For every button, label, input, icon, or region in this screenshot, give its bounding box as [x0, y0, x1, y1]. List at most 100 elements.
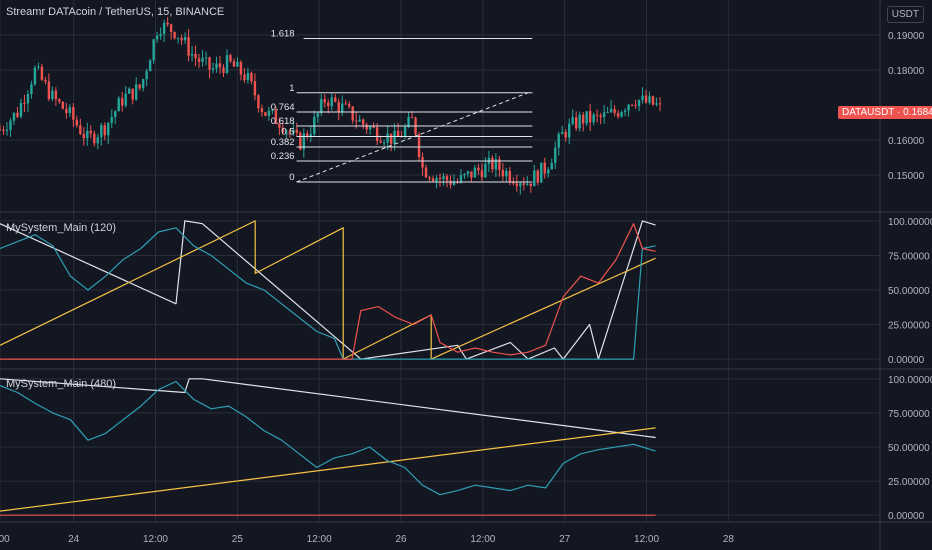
candle-body [141, 79, 145, 89]
x-tick-label: 26 [395, 534, 407, 545]
candle-body [96, 137, 99, 144]
last-price-tag: DATAUSDT · 0.16843 [838, 106, 932, 119]
candle-body [320, 99, 323, 114]
candle-body [581, 114, 585, 124]
candle-body [100, 125, 103, 138]
candle-body [323, 99, 326, 103]
y-tick-label: 0.00000 [888, 355, 925, 366]
candle-body [609, 108, 613, 113]
x-tick-label: 12:00 [143, 534, 168, 545]
candle-body [176, 37, 180, 39]
candle-body [274, 109, 278, 124]
candle-body [382, 142, 386, 144]
candle-body [54, 90, 58, 100]
candle-body [334, 97, 337, 102]
candle-body [627, 104, 630, 111]
candle-body [79, 125, 82, 134]
candle-body [309, 134, 312, 137]
candle-body [480, 170, 484, 178]
y-tick-label: 75.00000 [888, 409, 930, 420]
currency-button[interactable]: USDT [886, 6, 924, 23]
candle-body [292, 129, 295, 133]
y-tick-label: 50.00000 [888, 286, 930, 297]
x-tick-label: 24 [68, 534, 80, 545]
candle-body [403, 126, 407, 137]
candle-body [246, 72, 250, 81]
candle-body [379, 140, 382, 143]
candle-body [253, 81, 257, 96]
candle-body [117, 98, 120, 112]
candle-body [351, 106, 354, 121]
y-tick-label: 25.00000 [888, 477, 930, 488]
y-tick-label: 0.00000 [888, 511, 925, 522]
candle-body [327, 102, 330, 107]
fib-level-label: 0 [289, 172, 294, 183]
candle-body [37, 66, 40, 68]
candle-body [470, 171, 473, 178]
indicator-series-line [0, 220, 656, 360]
candle-body [435, 177, 438, 182]
candle-body [452, 181, 456, 185]
candle-body [526, 183, 529, 185]
candle-body [201, 58, 204, 62]
candle-body [51, 90, 54, 100]
candle-body [86, 130, 89, 139]
candle-body [65, 108, 68, 114]
indicator-series-line [0, 223, 656, 360]
y-tick-label: 75.00000 [888, 251, 930, 262]
candle-body [519, 183, 522, 187]
candle-body [222, 67, 225, 73]
candle-body [599, 115, 602, 118]
candle-body [578, 114, 581, 129]
candle-body [330, 97, 333, 107]
candle-body [225, 55, 229, 73]
candle-body [124, 93, 127, 106]
candle-body [571, 117, 574, 124]
y-tick-label: 0.15000 [888, 171, 925, 182]
candle-body [89, 130, 92, 134]
candle-body [407, 117, 410, 127]
price-tag-symbol: DATAUSDT [842, 107, 895, 118]
candle-body [445, 176, 449, 181]
candle-body [623, 110, 627, 113]
candle-body [595, 114, 599, 116]
candle-body [194, 53, 197, 59]
candle-body [299, 132, 302, 150]
axis-layer: 5:00 24 12:00 25 12:00 26 12:00 27 12:00 28 0.1900… [0, 31, 932, 545]
candle-body [16, 112, 19, 117]
candle-body [134, 84, 138, 100]
candle-body [190, 53, 194, 56]
candle-body [491, 157, 494, 170]
candle-body [341, 103, 344, 113]
y-tick-label: 100.00000 [888, 375, 932, 386]
candle-body [568, 123, 571, 138]
candle-body [393, 130, 396, 144]
indicator-title-480: MySystem_Main (480) [6, 378, 117, 390]
candle-body [75, 119, 79, 126]
candle-body [169, 24, 173, 33]
candle-body [72, 106, 75, 120]
candle-body [561, 132, 564, 135]
candle-body [155, 35, 159, 40]
y-tick-label: 0.16000 [888, 136, 925, 147]
candle-body [82, 133, 86, 139]
candle-body [368, 126, 372, 130]
candle-body [344, 103, 347, 105]
candle-body [302, 133, 306, 150]
candle-body [616, 113, 620, 117]
candle-body [103, 125, 106, 136]
candle-body [295, 129, 299, 133]
price-tag-value: 0.16843 [903, 107, 932, 118]
fib-level-label: 0.618 [271, 116, 295, 127]
candle-body [463, 173, 466, 176]
y-tick-label: 0.18000 [888, 66, 925, 77]
candle-body [107, 122, 110, 136]
candle-body [2, 129, 5, 131]
candle-body [215, 63, 218, 69]
candle-body [644, 95, 648, 103]
x-tick-label: 25 [232, 534, 244, 545]
candle-body [47, 81, 51, 100]
